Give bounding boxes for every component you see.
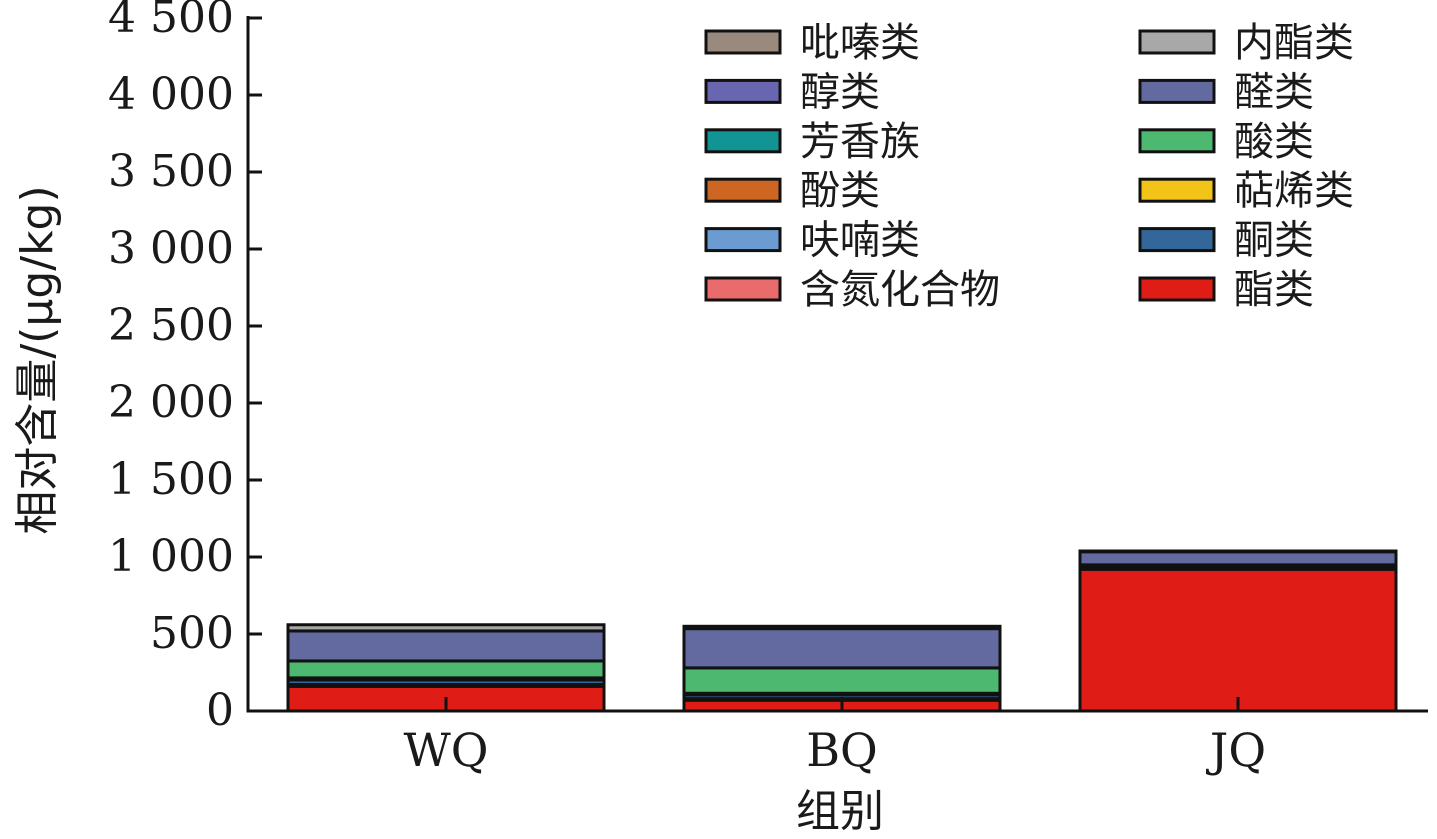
y-tick-label: 3 500 <box>108 146 234 197</box>
y-tick-label: 4 500 <box>108 0 234 43</box>
y-tick-label: 3 000 <box>108 223 234 274</box>
legend-label: 醛类 <box>1234 69 1314 115</box>
y-tick-label: 2 000 <box>108 377 234 428</box>
bar-segment-0-10 <box>286 623 606 633</box>
legend-label: 酚类 <box>800 168 880 214</box>
legend-label: 醇类 <box>800 69 880 115</box>
legend-label: 内酯类 <box>1234 20 1354 66</box>
bar-segment-1-8 <box>682 627 1002 670</box>
legend-label: 萜烯类 <box>1234 168 1354 214</box>
legend-swatch <box>1138 29 1216 55</box>
bar-segment-1-6 <box>682 666 1002 695</box>
legend-swatch <box>704 128 782 154</box>
y-axis-title: 相对含量/(μg/kg) <box>12 185 63 534</box>
bar-segment-2-10 <box>1078 549 1398 554</box>
x-tick-label: WQ <box>404 723 489 777</box>
y-tick-label: 500 <box>150 608 234 659</box>
legend-swatch <box>1138 128 1216 154</box>
legend-label: 呋喃类 <box>800 218 920 264</box>
legend-swatch <box>704 29 782 55</box>
y-tick-label: 4 000 <box>108 69 234 120</box>
legend-swatch <box>704 276 782 302</box>
x-axis-title: 组别 <box>796 786 884 837</box>
bar-segment-2-0 <box>1078 567 1398 713</box>
bar-segment-1-10 <box>682 624 1002 631</box>
legend-label: 吡嗪类 <box>800 20 920 66</box>
axes-layer: WQ BQ JQ 0 500 1 000 1 500 2 000 2 500 3 000 3 500… <box>108 0 1428 777</box>
legend-label: 含氮化合物 <box>800 267 1000 313</box>
legend-swatch <box>704 78 782 104</box>
y-tick-label: 1 000 <box>108 531 234 582</box>
x-tick-label: JQ <box>1206 723 1266 777</box>
legend-swatch <box>1138 276 1216 302</box>
legend-swatch <box>704 177 782 203</box>
bar-segment-0-8 <box>286 629 606 663</box>
bars-layer <box>286 549 1398 713</box>
y-tick-label: 0 <box>206 685 234 736</box>
legend-swatch <box>704 227 782 253</box>
y-tick-label: 2 500 <box>108 300 234 351</box>
legend-swatch <box>1138 227 1216 253</box>
y-tick-label: 1 500 <box>108 454 234 505</box>
x-tick-label: BQ <box>806 723 878 777</box>
legend-label: 芳香族 <box>800 119 920 165</box>
legend-label: 酯类 <box>1234 267 1314 313</box>
bar-segment-0-6 <box>286 659 606 680</box>
legend-swatch <box>1138 78 1216 104</box>
legend-swatch <box>1138 177 1216 203</box>
bar-segment-2-8 <box>1078 550 1398 567</box>
legend-label: 酮类 <box>1234 218 1314 264</box>
legend-label: 酸类 <box>1234 119 1314 165</box>
